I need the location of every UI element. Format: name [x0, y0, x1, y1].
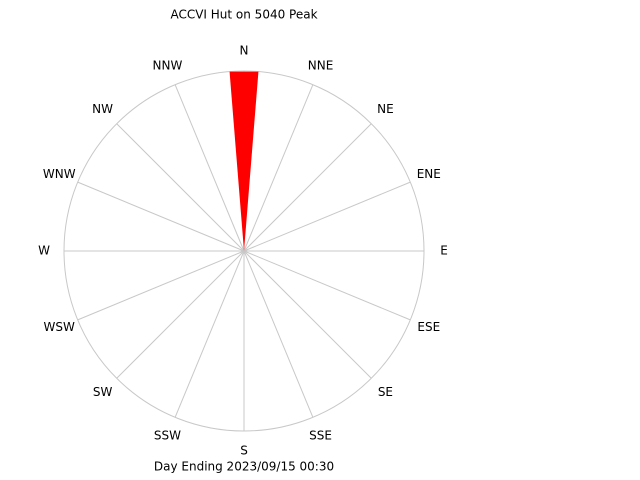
- wedge: [229, 71, 259, 251]
- spoke: [116, 250, 245, 379]
- direction-label: ENE: [417, 167, 441, 181]
- direction-label: NW: [92, 102, 113, 116]
- spoke: [243, 250, 372, 379]
- direction-label: ESE: [417, 320, 440, 334]
- spoke: [174, 250, 245, 418]
- direction-label: SW: [93, 385, 113, 399]
- direction-label: N: [240, 44, 249, 58]
- spoke: [174, 84, 245, 252]
- direction-label: NE: [377, 102, 394, 116]
- direction-label: W: [38, 244, 50, 258]
- direction-label: SSW: [154, 428, 181, 442]
- direction-label: WNW: [43, 167, 76, 181]
- direction-label: NNE: [308, 59, 334, 73]
- spoke: [243, 250, 314, 418]
- direction-label: S: [240, 444, 248, 458]
- spoke: [243, 123, 372, 252]
- spoke: [243, 250, 411, 321]
- direction-label: WSW: [44, 320, 75, 334]
- direction-label: E: [440, 244, 448, 258]
- spoke: [77, 250, 245, 321]
- direction-label: SSE: [309, 428, 332, 442]
- direction-label: SE: [378, 385, 393, 399]
- spoke: [116, 123, 245, 252]
- spoke: [243, 84, 314, 252]
- spoke: [77, 181, 245, 252]
- spoke: [243, 181, 411, 252]
- direction-label: NNW: [153, 59, 183, 73]
- chart-footer: Day Ending 2023/09/15 00:30: [154, 460, 334, 474]
- chart-title: ACCVI Hut on 5040 Peak: [170, 8, 317, 22]
